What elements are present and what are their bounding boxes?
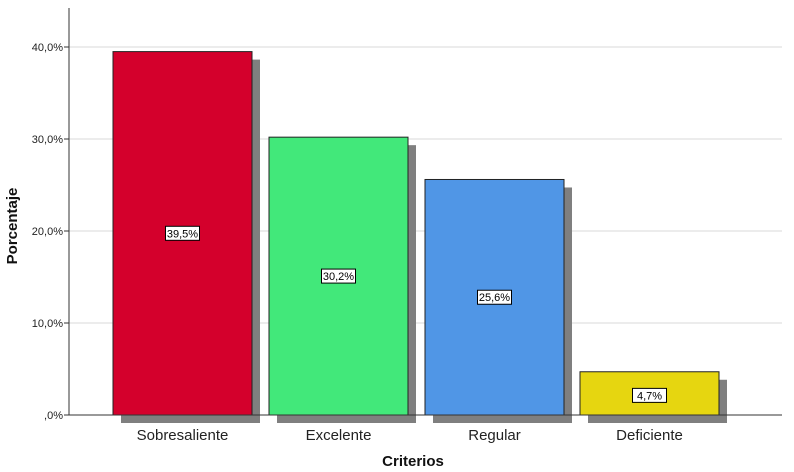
- x-axis-title: Criterios: [382, 453, 444, 470]
- data-label: 4,7%: [637, 390, 662, 402]
- x-tick-label: Deficiente: [616, 427, 683, 444]
- data-label: 39,5%: [167, 228, 198, 240]
- data-label: 30,2%: [323, 271, 354, 283]
- y-tick-label: 10,0%: [32, 318, 63, 330]
- data-label-box: [321, 268, 356, 284]
- x-tick-label: Regular: [468, 427, 521, 444]
- y-axis-title: Porcentaje: [4, 188, 21, 265]
- y-tick-label: ,0%: [44, 410, 63, 422]
- data-label-box: [632, 387, 667, 403]
- data-labels: 39,5% 30,2% 25,6% 4,7%: [165, 225, 667, 403]
- data-label-box: [165, 225, 200, 241]
- x-tick-label: Sobresaliente: [137, 427, 229, 444]
- data-label-box: [477, 289, 512, 305]
- x-tick-label: Excelente: [306, 427, 372, 444]
- data-label: 25,6%: [479, 292, 510, 304]
- y-tick-label: 30,0%: [32, 134, 63, 146]
- x-tick-labels: Sobresaliente Excelente Regular Deficiente: [137, 427, 683, 444]
- y-tick-label: 40,0%: [32, 42, 63, 54]
- y-tick-label: 20,0%: [32, 226, 63, 238]
- y-tick-labels: ,0% 10,0% 20,0% 30,0% 40,0%: [32, 42, 69, 422]
